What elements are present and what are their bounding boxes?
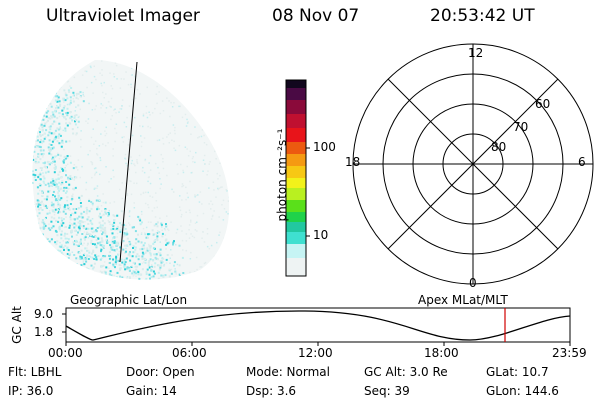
- time-tick-2359: 23:59: [552, 346, 587, 360]
- alt-tick-1-8: 1.8: [34, 325, 54, 339]
- glat-value: GLat: 10.7: [486, 365, 549, 379]
- seq-value: Seq: 39: [364, 384, 410, 398]
- alt-tick-9: 9.0: [34, 307, 54, 321]
- apex-label: Apex MLat/MLT: [418, 293, 508, 307]
- gc-alt-axis-label: GC Alt: [10, 306, 24, 344]
- time-tick-0600: 06:00: [172, 346, 207, 360]
- observation-time: 20:53:42 UT: [430, 6, 535, 26]
- altitude-curve: [65, 310, 571, 341]
- polar-lat-80: 80: [491, 140, 507, 154]
- polar-hour-12: 12: [468, 46, 484, 60]
- glon-value: GLon: 144.6: [486, 384, 559, 398]
- time-tick-0000: 00:00: [48, 346, 83, 360]
- dsp-value: Dsp: 3.6: [246, 384, 297, 398]
- colorbar-unit-label: photon cm⁻²s⁻¹: [275, 128, 289, 222]
- orbit-track-line: [119, 61, 138, 263]
- polar-hour-18: 18: [345, 155, 361, 169]
- mode-value: Mode: Normal: [246, 365, 330, 379]
- filter-value: Flt: LBHL: [8, 365, 62, 379]
- geographic-label: Geographic Lat/Lon: [70, 293, 188, 307]
- intensity-colorbar: [285, 79, 310, 277]
- time-tick-1800: 18:00: [424, 346, 459, 360]
- polar-hour-0: 0: [469, 276, 477, 290]
- observation-date: 08 Nov 07: [272, 6, 360, 26]
- ip-value: IP: 36.0: [8, 384, 54, 398]
- colorbar-tick-10: 10: [313, 228, 329, 242]
- door-value: Door: Open: [126, 365, 195, 379]
- auroral-image: [32, 60, 230, 280]
- gain-value: Gain: 14: [126, 384, 177, 398]
- gc-alt-value: GC Alt: 3.0 Re: [364, 365, 448, 379]
- colorbar-tick-100: 100: [313, 140, 336, 154]
- polar-lat-60: 60: [535, 97, 551, 111]
- polar-hour-6: 6: [578, 155, 586, 169]
- polar-plot: [352, 43, 594, 285]
- altitude-plot: [62, 307, 571, 346]
- polar-lat-70: 70: [513, 120, 529, 134]
- instrument-title: Ultraviolet Imager: [46, 6, 200, 26]
- time-tick-1200: 12:00: [298, 346, 333, 360]
